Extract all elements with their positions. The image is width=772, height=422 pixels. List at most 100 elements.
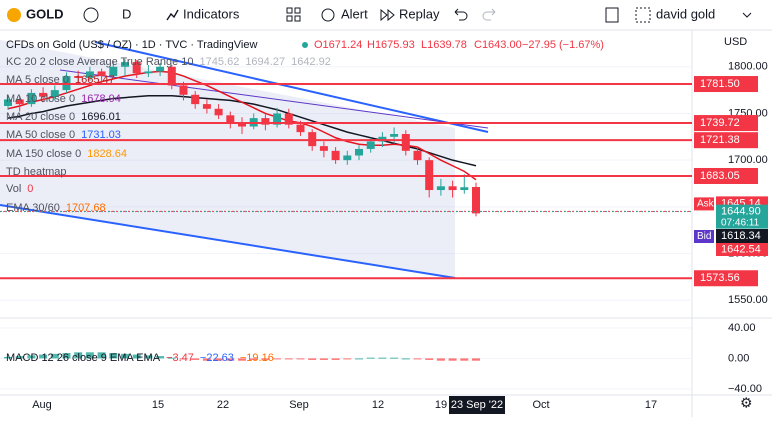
indicators-button[interactable]: Indicators	[183, 6, 240, 21]
price-tag	[694, 115, 758, 132]
x-tick-label: 19	[435, 399, 447, 411]
candle-body	[15, 99, 24, 105]
undo-icon[interactable]	[454, 8, 468, 21]
plot	[0, 59, 692, 361]
bid-price-tag	[716, 243, 768, 256]
macd-histogram	[249, 358, 258, 360]
replay-button[interactable]: Replay	[399, 6, 440, 21]
watchlist-icon[interactable]	[605, 7, 619, 23]
trend-line	[94, 41, 489, 133]
indicator-value: 1745.62	[200, 56, 240, 68]
indicator-value: 1642.92	[291, 56, 331, 68]
layout-icon	[294, 7, 301, 14]
macd-histogram	[366, 357, 375, 359]
candle-body	[238, 122, 246, 127]
macd-histogram	[62, 353, 71, 359]
candle-body	[413, 150, 422, 161]
symbol[interactable]: GOLD	[26, 6, 64, 21]
candle-body	[121, 62, 129, 67]
price-tag-label: 1739.72	[700, 117, 740, 129]
replay-icon[interactable]	[380, 8, 395, 22]
candle-body	[366, 141, 375, 149]
candle-body	[4, 99, 12, 106]
indicator-value: 0	[27, 183, 33, 195]
macd-histogram	[167, 357, 176, 359]
user-name[interactable]: david gold	[656, 6, 715, 21]
candle-body	[191, 94, 200, 105]
macd-histogram	[121, 353, 129, 359]
indicator-name: MA 5 close 0	[6, 74, 69, 86]
last-price-tag	[716, 204, 768, 229]
ohlc-low: L1639.78	[421, 39, 467, 51]
ohlc-open: O1671.24	[314, 39, 362, 51]
candle-body	[156, 66, 165, 72]
macd-histogram	[261, 358, 270, 360]
candle-body	[27, 92, 36, 105]
layout-icon[interactable]	[286, 7, 293, 14]
candle-body	[167, 66, 176, 86]
candle-body	[460, 187, 469, 191]
macd-histogram	[296, 358, 305, 360]
candle-body	[343, 155, 352, 161]
indicators-icon[interactable]	[166, 9, 179, 21]
settings-icon[interactable]: ⚙	[740, 395, 753, 411]
price-tag-label: 1781.50	[700, 78, 740, 90]
price-tag	[694, 167, 758, 184]
symbol-icon	[7, 8, 21, 22]
macd-histogram	[15, 356, 24, 359]
bid-price-tag	[716, 229, 768, 243]
candle-body	[109, 66, 118, 77]
dropdown-icon[interactable]	[742, 12, 752, 18]
candle-body	[448, 186, 457, 191]
macd-histogram	[390, 357, 399, 359]
candle-body	[202, 104, 211, 109]
macd-histogram	[50, 353, 59, 359]
macd-histogram	[436, 358, 445, 361]
macd-histogram	[144, 355, 153, 359]
bid-label: Bid	[697, 231, 711, 242]
layout-name-icon[interactable]	[635, 7, 651, 23]
macd-histogram	[448, 358, 457, 361]
candle-body	[284, 113, 293, 125]
bid-price: 1642.54	[721, 243, 761, 255]
macd-histogram	[39, 354, 48, 359]
macd-histogram	[4, 356, 12, 359]
y-tick-label: 1800.00	[728, 61, 768, 73]
macd-histogram	[401, 358, 410, 360]
alert-icon[interactable]	[321, 8, 335, 22]
ask-label: Ask	[697, 199, 715, 210]
x-tick-label: 15	[152, 399, 164, 411]
indicator-name: TD heatmap	[6, 166, 67, 178]
ask-tag	[694, 197, 714, 211]
currency[interactable]: USD	[724, 36, 747, 48]
candle-body	[74, 76, 83, 78]
price-tag	[694, 76, 758, 93]
y-tick-label: 1550.00	[728, 294, 768, 306]
x-tick-label: 12	[372, 399, 384, 411]
macd-histogram	[226, 358, 235, 361]
interval[interactable]: D	[122, 6, 131, 21]
macd-value: −22.63	[200, 352, 234, 364]
indicator-value: 1694.27	[245, 56, 285, 68]
indicator-value: 1731.03	[81, 129, 121, 141]
add-symbol-icon[interactable]	[83, 7, 99, 23]
indicator-value: 1678.94	[81, 93, 121, 105]
indicator-name: MA 10 close 0	[6, 93, 75, 105]
indicator-name: Vol	[6, 183, 21, 195]
x-tick-label: Aug	[32, 399, 52, 411]
candle-body	[85, 71, 94, 78]
indicator-name: KC 20 2 close Average True Range 10	[6, 56, 194, 68]
chart-title: CFDs on Gold (US$ / OZ) · 1D · TVC · Tra…	[6, 39, 257, 51]
candle-body	[355, 148, 363, 156]
alert-button[interactable]: Alert	[341, 6, 368, 21]
price-tag-label: 1683.05	[700, 170, 740, 182]
macd-histogram	[378, 357, 387, 359]
candle-body	[214, 108, 223, 116]
x-tick-label: Sep	[289, 399, 309, 411]
layout-icon	[294, 15, 301, 22]
macd-histogram	[27, 355, 36, 359]
indicator-value: 1707.68	[66, 202, 106, 214]
ohlc-high: H1675.93	[367, 39, 415, 51]
macd-histogram	[214, 358, 223, 361]
